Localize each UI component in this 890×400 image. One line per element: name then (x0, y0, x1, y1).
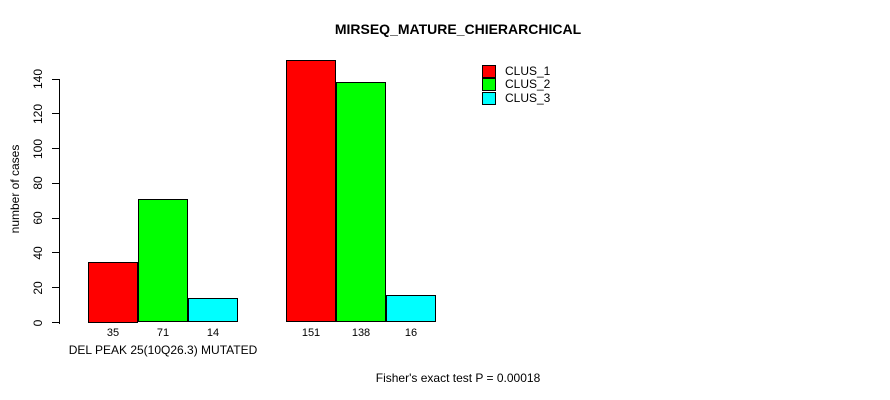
bar-value-label: 35 (106, 327, 120, 339)
y-tick-mark (52, 322, 59, 323)
legend-label: CLUS_2 (505, 77, 551, 92)
y-tick-label: 100 (31, 138, 45, 159)
x-axis-group-label: DEL PEAK 25(10Q26.3) MUTATED (68, 343, 258, 357)
bar-clus_3 (188, 298, 238, 323)
legend-swatch-icon (482, 91, 496, 105)
bar-clus_3 (386, 294, 436, 323)
bar-clus_2 (336, 82, 386, 323)
bar-clus_1 (88, 261, 138, 323)
y-tick-label: 60 (31, 211, 45, 225)
bar-value-label: 138 (351, 327, 371, 339)
y-tick-mark (52, 252, 59, 254)
bar-clus_1 (286, 59, 336, 323)
y-tick-label: 40 (31, 246, 45, 260)
bar-value-label: 151 (301, 327, 321, 339)
y-axis-line (59, 79, 60, 324)
bar-value-label: 14 (206, 327, 220, 339)
y-tick-label: 20 (31, 281, 45, 295)
y-tick-label: 0 (31, 319, 45, 326)
y-tick-label: 140 (31, 68, 45, 90)
bar-value-label: 71 (156, 327, 170, 339)
y-tick-mark (52, 287, 59, 289)
y-tick-label: 80 (31, 176, 45, 191)
y-tick-mark (52, 113, 59, 115)
y-tick-mark (52, 217, 59, 219)
chart-title: MIRSEQ_MATURE_CHIERARCHICAL (334, 21, 582, 37)
y-tick-mark (52, 78, 59, 80)
y-tick-mark (52, 148, 59, 150)
legend-swatch-icon (482, 78, 496, 92)
bar-clus_2 (138, 199, 188, 323)
bar-value-label: 16 (404, 327, 418, 339)
fisher-test-annotation: Fisher's exact test P = 0.00018 (375, 371, 541, 385)
legend-swatch-icon (482, 65, 496, 78)
y-tick-mark (52, 182, 59, 184)
y-tick-label: 120 (31, 103, 45, 124)
legend-label: CLUS_1 (505, 64, 551, 78)
legend-label: CLUS_3 (505, 90, 551, 105)
